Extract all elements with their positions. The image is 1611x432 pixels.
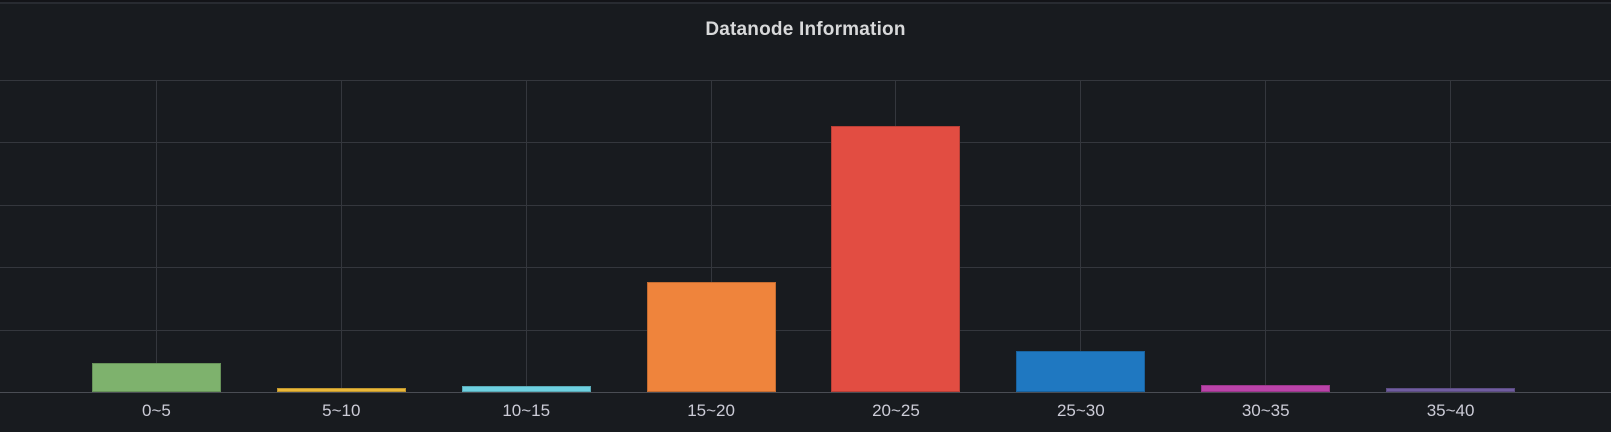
x-tick-label: 35~40 [1426,401,1475,420]
v-gridline [525,80,527,392]
x-tick-label: 0~5 [142,401,171,420]
bar-25-30[interactable] [1016,351,1146,392]
x-tick-label: 10~15 [502,401,551,420]
bar-0-5[interactable] [91,363,221,392]
h-gridline [0,80,1611,81]
x-tick-label: 30~35 [1241,401,1290,420]
panel-top-border [0,0,1611,4]
panel-header: Datanode Information [0,4,1611,56]
bar-5-10[interactable] [276,388,406,392]
h-gridline [0,267,1611,269]
h-gridline [0,329,1611,331]
v-gridline [155,80,157,392]
x-tick-label: 25~30 [1056,401,1105,420]
h-gridline [0,142,1611,144]
v-gridline [1080,80,1082,392]
x-tick-label: 15~20 [687,401,735,420]
x-tick-label: 20~25 [872,401,920,420]
x-axis-line [0,392,1611,393]
bar-20-25[interactable] [831,126,961,392]
v-gridline [710,80,712,392]
panel-title[interactable]: Datanode Information [705,19,906,40]
bar-15-20[interactable] [646,282,776,392]
x-tick-label: 5~10 [322,401,361,420]
v-gridline [1450,80,1452,392]
bar-35-40[interactable] [1386,388,1516,392]
bar-30-35[interactable] [1201,385,1331,392]
v-gridline [1265,80,1267,392]
h-gridline [0,204,1611,206]
v-gridline [340,80,342,392]
bar-10-15[interactable] [461,386,591,392]
